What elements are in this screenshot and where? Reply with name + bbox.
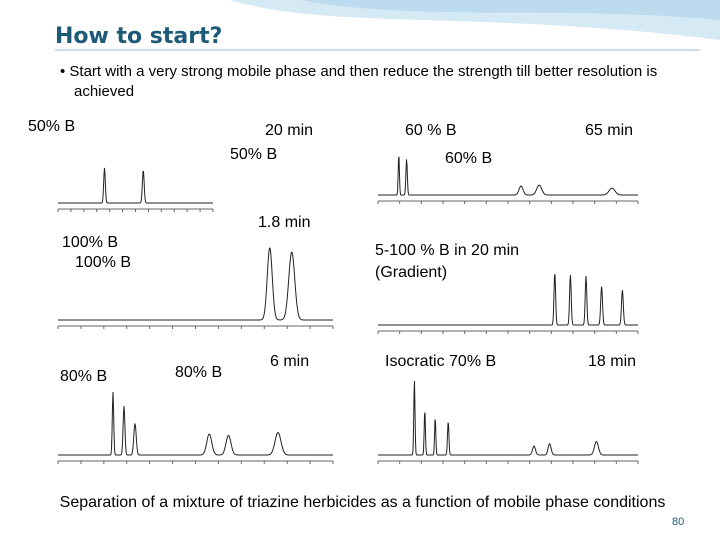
bullet-text: Start with a very strong mobile phase an… [69, 63, 658, 100]
chromatogram-trace [378, 156, 638, 196]
label: 65 min [585, 122, 634, 139]
chromatogram-trace [58, 167, 213, 204]
label: 80% B [60, 368, 108, 385]
chromatogram-trace [58, 247, 333, 321]
label: 60% B [445, 150, 493, 167]
label: 18 min [588, 353, 637, 370]
label: (Gradient) [375, 264, 448, 281]
label: 20 min [265, 122, 314, 139]
label: 50% B [230, 146, 278, 163]
label: 80% B [175, 364, 223, 381]
chromatogram-trace [58, 391, 333, 456]
label: Isocratic 70% B [385, 353, 497, 370]
chromatogram-trace [378, 380, 638, 456]
label: 50% B [28, 118, 76, 135]
page-number: 80 [672, 516, 685, 528]
bullet: • Start with a very strong mobile phase … [60, 63, 658, 100]
caption: Separation of a mixture of triazine herb… [59, 494, 666, 511]
decor-wave [300, 0, 720, 20]
chromatogram-trace [378, 273, 638, 326]
label: 6 min [270, 353, 310, 370]
slide-title: How to start? [55, 24, 223, 49]
label: 100% B [75, 254, 132, 271]
label: 60 % B [405, 122, 457, 139]
label: 100% B [62, 234, 119, 251]
label: 1.8 min [258, 214, 311, 231]
label: 5-100 % B in 20 min [375, 242, 520, 259]
